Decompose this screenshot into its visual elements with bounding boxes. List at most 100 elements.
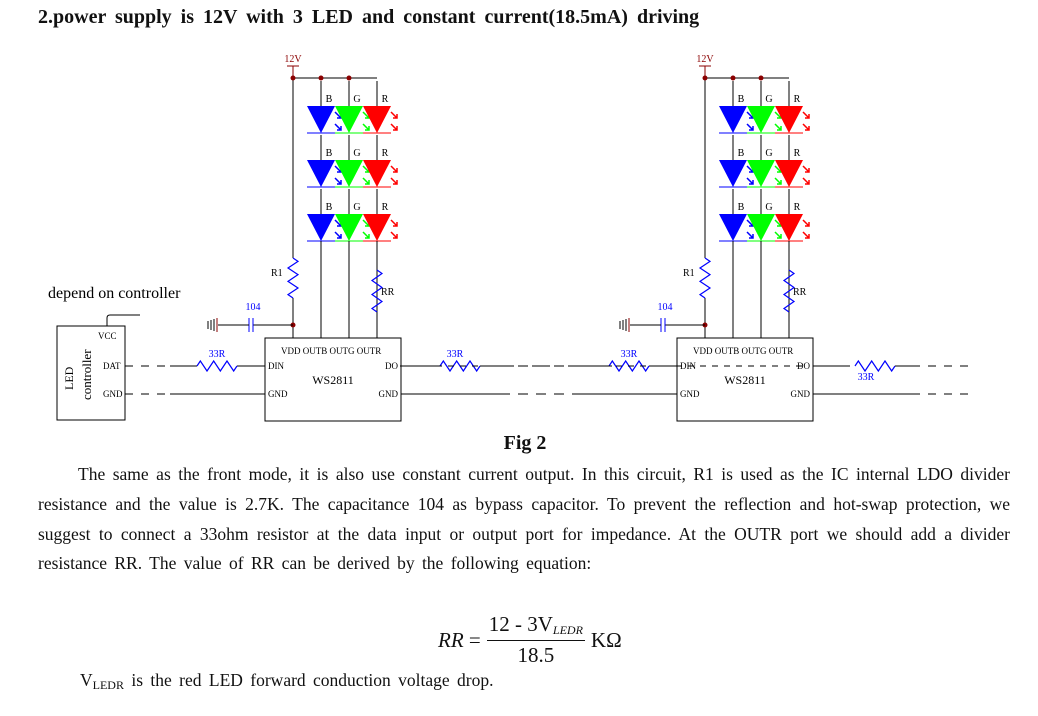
led-color-label: B — [738, 202, 745, 213]
led-color-label: G — [353, 202, 360, 213]
led-icon — [335, 214, 363, 241]
gnd-pin: GND — [680, 389, 700, 399]
gnd-pin: GND — [103, 389, 123, 399]
do-pin: DO — [385, 361, 398, 371]
resistor-label: 33R — [621, 349, 638, 360]
led-color-label: B — [738, 94, 745, 105]
supply-label: 12V — [696, 54, 714, 65]
led-icon — [747, 160, 775, 187]
led-icon — [363, 106, 391, 133]
resistor-icon — [286, 257, 300, 299]
resistor-icon — [782, 269, 796, 313]
light-arrow-icon — [362, 219, 370, 239]
light-arrow-icon — [390, 165, 398, 185]
ws2811-chip — [676, 337, 814, 422]
junction-dot — [318, 75, 324, 81]
led-color-label: R — [382, 94, 389, 105]
figure-caption: Fig 2 — [503, 432, 547, 454]
eq-sub: LEDR — [552, 623, 583, 637]
light-arrow-icon — [334, 111, 342, 131]
ic-name: WS2811 — [312, 373, 354, 387]
led-color-label: B — [326, 94, 333, 105]
ic-top-pins: VDD OUTB OUTG OUTR — [693, 346, 793, 356]
circuit-diagram: 12V B G R B G R B G R R1 R R 104 VDD OUTB OUTG OUTR DIN… — [48, 54, 972, 422]
light-arrow-icon — [746, 165, 754, 185]
r1-label: R1 — [683, 268, 695, 279]
led-controller-box — [56, 325, 126, 421]
junction-dot — [290, 75, 296, 81]
light-arrow-icon — [802, 111, 810, 131]
led-icon — [363, 160, 391, 187]
led-color-label: R — [794, 94, 801, 105]
light-arrow-icon — [802, 165, 810, 185]
light-arrow-icon — [362, 165, 370, 185]
footnote-text: is the red LED forward conduction voltag… — [123, 670, 494, 690]
paragraph-text: The same as the front mode, it is also u… — [38, 464, 1010, 574]
led-icon — [307, 106, 335, 133]
controller-subtitle: controller — [79, 349, 94, 400]
led-color-label: G — [353, 148, 360, 159]
eq-numerator: 12 - 3V — [488, 612, 553, 636]
led-color-label: G — [353, 94, 360, 105]
light-arrow-icon — [390, 111, 398, 131]
v-sub: LEDR — [92, 678, 124, 692]
resistor-label: 33R — [209, 349, 226, 360]
description-paragraph: The same as the front mode, it is also u… — [38, 460, 1010, 579]
din-pin: DIN — [268, 361, 284, 371]
section-title: 2.power supply is 12V with 3 LED and con… — [38, 6, 700, 28]
led-icon — [775, 106, 803, 133]
light-arrow-icon — [390, 219, 398, 239]
led-color-label: G — [765, 94, 772, 105]
supply-label: 12V — [284, 54, 302, 65]
led-icon — [719, 214, 747, 241]
resistor-icon — [370, 269, 384, 313]
resistor-label: 33R — [447, 349, 464, 360]
eq-denominator: 18.5 — [517, 643, 555, 667]
led-icon — [335, 160, 363, 187]
led-icon — [363, 214, 391, 241]
eq-lhs: RR — [438, 627, 464, 652]
resistor-icon — [196, 359, 238, 373]
junction-dot — [346, 75, 352, 81]
light-arrow-icon — [334, 165, 342, 185]
resistor-icon — [854, 359, 896, 373]
light-arrow-icon — [362, 111, 370, 131]
led-icon — [747, 214, 775, 241]
light-arrow-icon — [774, 219, 782, 239]
r1-label: R1 — [271, 268, 283, 279]
junction-dot — [758, 75, 764, 81]
capacitor-label: 104 — [658, 302, 673, 313]
eq-unit: KΩ — [590, 627, 622, 652]
led-color-label: R — [794, 202, 801, 213]
dat-pin: DAT — [103, 361, 121, 371]
light-arrow-icon — [334, 219, 342, 239]
light-arrow-icon — [746, 219, 754, 239]
led-color-label: R — [382, 202, 389, 213]
gnd-pin: GND — [268, 389, 288, 399]
led-icon — [307, 214, 335, 241]
vcc-pin: VCC — [98, 331, 117, 341]
led-icon — [775, 160, 803, 187]
wire — [106, 314, 140, 326]
do-pin: DO — [797, 361, 810, 371]
led-icon — [747, 106, 775, 133]
resistor-label: 33R — [858, 372, 875, 383]
ic-top-pins: VDD OUTB OUTG OUTR — [281, 346, 381, 356]
eq-sign: = — [468, 627, 481, 652]
led-icon — [307, 160, 335, 187]
gnd-pin: GND — [791, 389, 811, 399]
light-arrow-icon — [802, 219, 810, 239]
led-color-label: B — [738, 148, 745, 159]
junction-dot — [730, 75, 736, 81]
led-color-label: R — [382, 148, 389, 159]
led-icon — [719, 106, 747, 133]
junction-dot — [702, 75, 708, 81]
led-color-label: B — [326, 202, 333, 213]
led-icon — [719, 160, 747, 187]
light-arrow-icon — [774, 165, 782, 185]
led-color-label: R — [794, 148, 801, 159]
led-icon — [775, 214, 803, 241]
controller-note: depend on controller — [48, 285, 181, 302]
controller-title: LED — [62, 366, 76, 390]
gnd-pin: GND — [379, 389, 399, 399]
